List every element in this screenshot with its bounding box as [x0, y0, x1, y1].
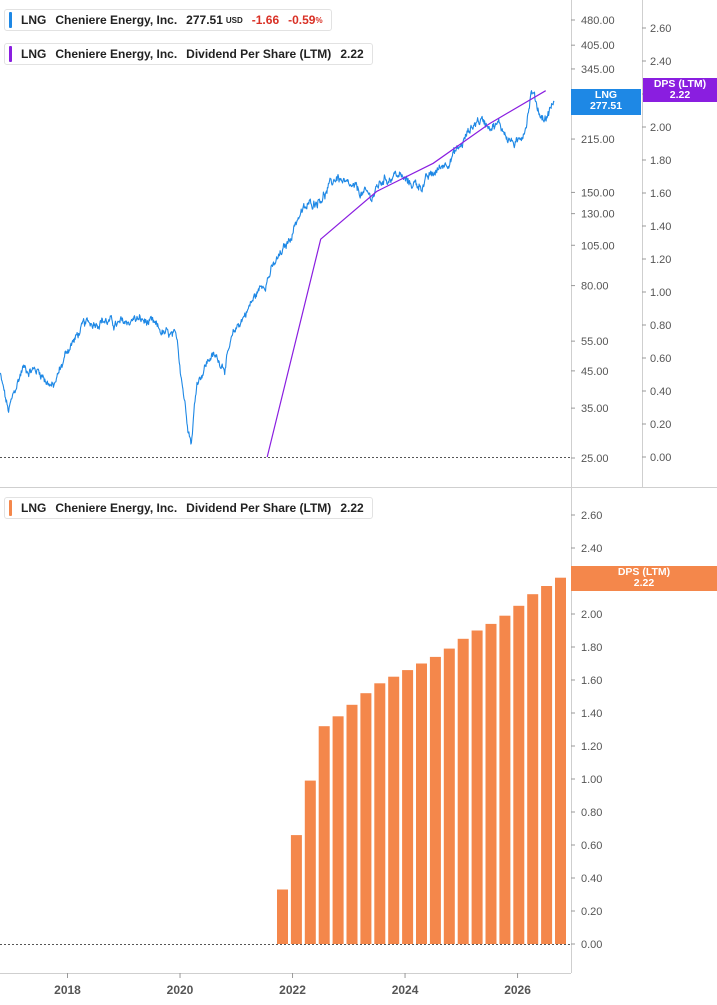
- bar-y-tick-label: 2.40: [581, 543, 602, 555]
- price-legend-swatch: [9, 12, 12, 28]
- dps-top-legend-company: Cheniere Energy, Inc.: [55, 47, 178, 61]
- dps-bar: [457, 638, 469, 945]
- price-y-tick-label: 35.00: [581, 403, 609, 415]
- bar-y-tick-label: 1.40: [581, 708, 602, 720]
- price-y-tick-label: 130.00: [581, 209, 615, 221]
- dps-y-tick-label: 1.80: [650, 155, 671, 167]
- dps-bar: [346, 704, 358, 945]
- dps-bar: [388, 676, 400, 944]
- dps-y-tick-label: 2.00: [650, 122, 671, 134]
- dps-top-tag-label: DPS (LTM): [653, 78, 707, 90]
- price-legend-price: 277.51: [186, 13, 223, 27]
- dps-y-tick-label: 2.60: [650, 23, 671, 35]
- dps-bar: [429, 656, 441, 944]
- dps-y-tick-label: 2.40: [650, 56, 671, 68]
- dps-bar: [304, 780, 316, 944]
- price-y-tick-label: 480.00: [581, 15, 615, 27]
- dps-bar: [318, 726, 330, 944]
- bar-y-tick-label: 1.20: [581, 741, 602, 753]
- x-tick-label: 2026: [504, 983, 531, 997]
- dps-bottom-legend-metric: Dividend Per Share (LTM): [186, 501, 332, 515]
- price-y-tick-label: 55.00: [581, 336, 609, 348]
- dps-bar: [277, 889, 288, 944]
- price-y-tick-label: 405.00: [581, 40, 615, 52]
- dps-y-tick-label: 0.20: [650, 419, 671, 431]
- price-y-tick-label: 215.00: [581, 134, 615, 146]
- dps-bottom-legend-swatch: [9, 500, 12, 516]
- dps-bar: [471, 630, 483, 944]
- bar-y-tick-label: 1.80: [581, 642, 602, 654]
- price-y-tick-label: 150.00: [581, 187, 615, 199]
- dps-top-legend-value: 2.22: [340, 47, 364, 61]
- dps-bottom-legend-ticker: LNG: [21, 501, 47, 515]
- bar-y-tick-label: 2.60: [581, 510, 602, 522]
- price-legend-pct-sign: %: [315, 15, 323, 25]
- price-legend-change-pct: -0.59: [288, 13, 316, 27]
- bar-y-tick-label: 2.00: [581, 609, 602, 621]
- bar-y-tick-label: 0.20: [581, 906, 602, 918]
- bar-y-tick-label: 0.60: [581, 840, 602, 852]
- dps-top-legend-metric: Dividend Per Share (LTM): [186, 47, 332, 61]
- price-legend-currency: USD: [225, 15, 243, 25]
- dps-bar: [360, 693, 372, 944]
- price-legend[interactable]: LNG Cheniere Energy, Inc. 277.51 USD -1.…: [4, 9, 332, 31]
- dps-line: [266, 90, 547, 458]
- x-tick-label: 2022: [279, 983, 306, 997]
- dps-bar: [290, 835, 302, 944]
- price-y-tick-label: 345.00: [581, 64, 615, 76]
- price-legend-ticker: LNG: [21, 13, 47, 27]
- price-y-tick-label: 45.00: [581, 366, 609, 378]
- bar-y-tick-label: 0.80: [581, 807, 602, 819]
- dps-bar: [513, 605, 525, 945]
- price-line: [0, 90, 555, 445]
- dps-bar: [332, 716, 344, 944]
- dps-y-tick-label: 0.60: [650, 353, 671, 365]
- dps-bar: [485, 623, 497, 944]
- x-tick-label: 2018: [54, 983, 81, 997]
- dps-bar: [499, 615, 511, 944]
- price-tag-value: 277.51: [589, 100, 623, 112]
- dps-bar: [416, 663, 427, 944]
- price-y-tick-label: 80.00: [581, 281, 609, 293]
- dps-bottom-tag: DPS (LTM) 2.22: [571, 566, 717, 591]
- bar-y-tick-label: 1.60: [581, 675, 602, 687]
- price-y-tick-label: 105.00: [581, 240, 615, 252]
- dps-bar: [443, 648, 455, 944]
- price-y-tick-label: 25.00: [581, 453, 609, 465]
- dps-bottom-tag-label: DPS (LTM): [617, 566, 671, 578]
- dps-top-tag: DPS (LTM) 2.22: [643, 78, 717, 102]
- dps-top-legend-ticker: LNG: [21, 47, 47, 61]
- dps-bar: [527, 594, 539, 944]
- dps-y-tick-label: 1.40: [650, 221, 671, 233]
- price-tag-label: LNG: [594, 89, 618, 101]
- dps-bottom-tag-value: 2.22: [633, 577, 655, 589]
- price-legend-company: Cheniere Energy, Inc.: [55, 13, 178, 27]
- dps-y-tick-label: 1.00: [650, 287, 671, 299]
- dps-bottom-legend-value: 2.22: [340, 501, 364, 515]
- dps-bar: [555, 577, 566, 944]
- bar-y-tick-label: 0.00: [581, 939, 602, 951]
- dps-top-legend[interactable]: LNG Cheniere Energy, Inc. Dividend Per S…: [4, 43, 373, 65]
- x-tick-label: 2020: [167, 983, 194, 997]
- x-tick-label: 2024: [392, 983, 419, 997]
- dps-y-tick-label: 0.80: [650, 320, 671, 332]
- price-tag: LNG 277.51: [571, 89, 641, 115]
- dps-y-tick-label: 0.00: [650, 452, 671, 464]
- dps-y-tick-label: 0.40: [650, 386, 671, 398]
- dps-bottom-legend[interactable]: LNG Cheniere Energy, Inc. Dividend Per S…: [4, 497, 373, 519]
- price-legend-change: -1.66: [251, 13, 280, 27]
- dps-bar: [541, 586, 553, 944]
- dps-y-tick-label: 1.20: [650, 254, 671, 266]
- dps-y-tick-label: 1.60: [650, 188, 671, 200]
- dps-bar: [402, 670, 414, 944]
- dps-top-legend-swatch: [9, 46, 12, 62]
- bar-y-tick-label: 1.00: [581, 774, 602, 786]
- bar-y-tick-label: 0.40: [581, 873, 602, 885]
- dps-top-tag-value: 2.22: [669, 89, 691, 101]
- dps-bar: [374, 683, 386, 944]
- dps-bottom-legend-company: Cheniere Energy, Inc.: [55, 501, 178, 515]
